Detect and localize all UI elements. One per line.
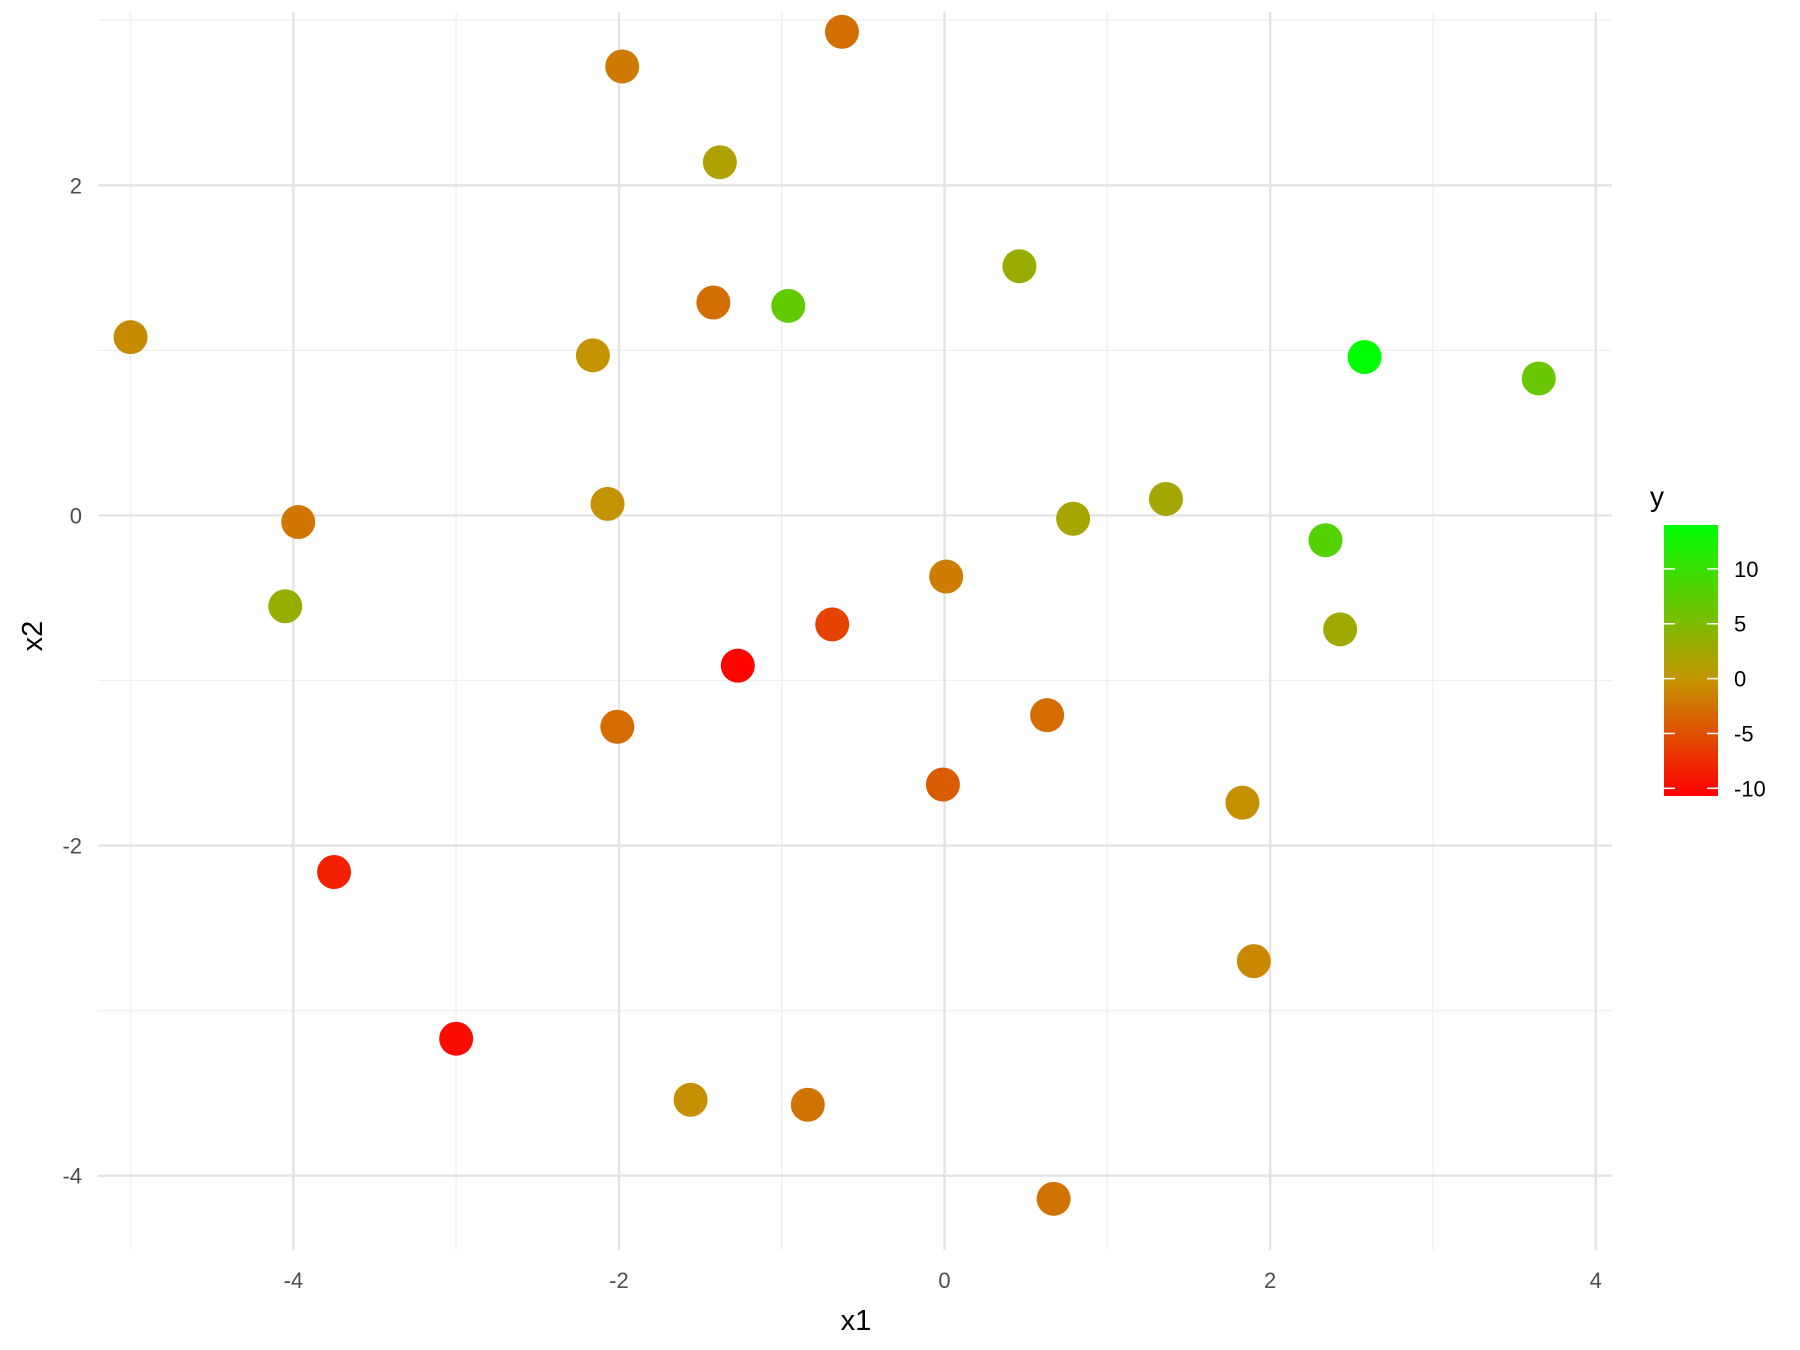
colorbar-tick-label: 5 [1734, 612, 1746, 637]
data-point [317, 854, 352, 889]
data-point [281, 505, 316, 540]
colorbar-tick-label: 0 [1734, 667, 1746, 692]
data-point [1036, 1181, 1071, 1216]
x-tick-label: -2 [609, 1268, 629, 1293]
colorbar-tick-label: -10 [1734, 776, 1766, 801]
data-point [590, 486, 625, 521]
data-point [1056, 501, 1091, 536]
data-point [575, 338, 610, 373]
data-point [1308, 523, 1343, 558]
data-point [1236, 944, 1271, 979]
x-tick-label: 4 [1590, 1268, 1602, 1293]
x-tick-label: 0 [938, 1268, 950, 1293]
data-point [1002, 249, 1037, 284]
minor-gridlines [98, 12, 1612, 1250]
y-tick-label: -2 [62, 834, 82, 859]
x-axis-title: x1 [841, 1305, 872, 1337]
y-axis-tick-labels: -4 -2 0 2 [62, 173, 82, 1188]
y-axis-title: x2 [17, 621, 49, 652]
plot-panel [98, 12, 1612, 1250]
data-point [720, 648, 755, 683]
data-point [1347, 339, 1382, 374]
data-point [790, 1087, 825, 1122]
data-point [1148, 481, 1183, 516]
colorbar [1664, 525, 1718, 796]
data-point [929, 559, 964, 594]
data-point [268, 589, 303, 624]
data-point [925, 767, 960, 802]
major-gridlines [98, 12, 1612, 1250]
data-point [673, 1082, 708, 1117]
y-tick-label: 2 [70, 173, 82, 198]
legend-title: y [1650, 481, 1664, 512]
data-point [1225, 785, 1260, 820]
data-point [113, 320, 148, 355]
colorbar-tick-label: 10 [1734, 557, 1758, 582]
data-point [702, 145, 737, 180]
x-tick-label: 2 [1264, 1268, 1276, 1293]
x-tick-label: -4 [284, 1268, 304, 1293]
data-point [815, 607, 850, 642]
data-point [824, 14, 859, 49]
data-point [1323, 612, 1358, 647]
data-point [439, 1021, 474, 1056]
y-tick-label: -4 [62, 1164, 82, 1189]
colorbar-tick-label: -5 [1734, 721, 1754, 746]
data-point [771, 288, 806, 323]
data-point [1521, 361, 1556, 396]
y-tick-label: 0 [70, 503, 82, 528]
data-point [600, 709, 635, 744]
x-axis-tick-labels: -4 -2 0 2 4 [284, 1268, 1602, 1293]
colorbar-legend: y 10 5 0 -5 -10 [1650, 481, 1766, 801]
data-point [605, 49, 640, 84]
data-point [696, 285, 731, 320]
colorbar-ticks: 10 5 0 -5 -10 [1664, 557, 1766, 801]
data-points [113, 14, 1556, 1216]
data-point [1030, 698, 1065, 733]
